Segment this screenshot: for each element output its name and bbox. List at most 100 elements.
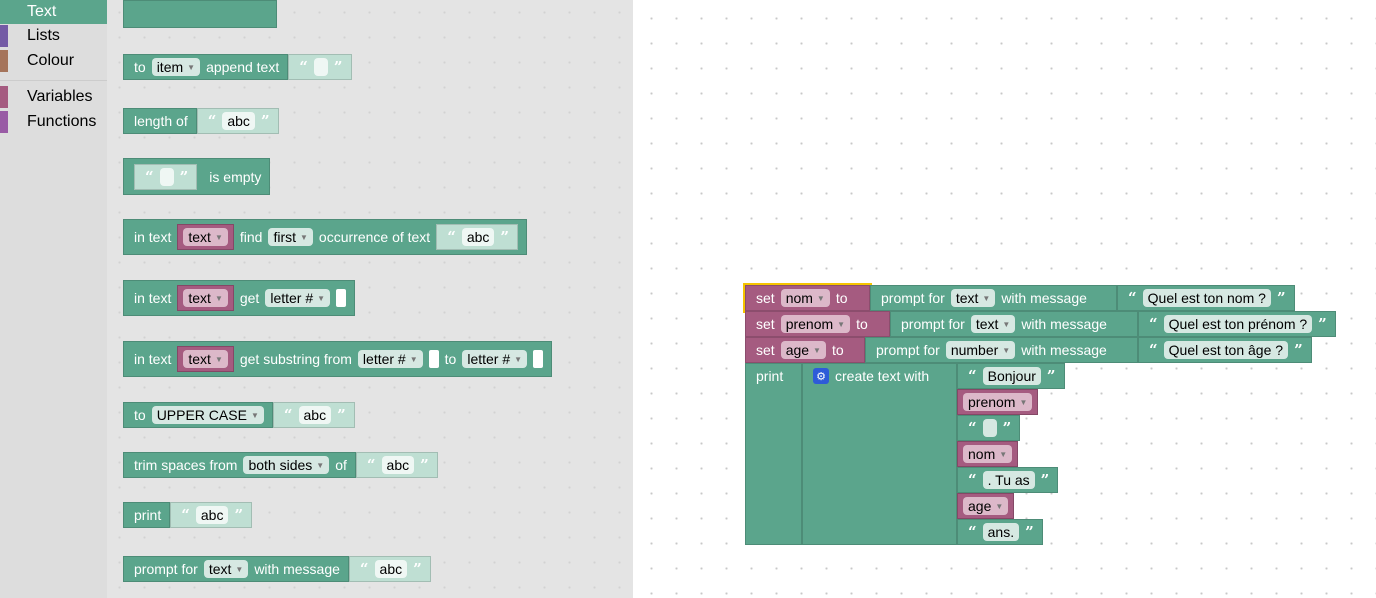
variable-block[interactable]: prenom ▼	[957, 389, 1039, 415]
block-print[interactable]: print “ abc ”	[123, 502, 253, 528]
close-quote-icon: ”	[420, 456, 429, 474]
sides-dropdown[interactable]: both sides ▼	[243, 456, 330, 474]
category-label: Functions	[27, 113, 97, 130]
mode-dropdown[interactable]: letter # ▼	[265, 289, 331, 307]
block-find-text[interactable]: in text text ▼ find first ▼ occurrence of text…	[123, 219, 528, 255]
var-dropdown[interactable]: item ▼	[151, 58, 201, 76]
label: create text with	[835, 368, 930, 384]
dropdown-arrow-icon: ▼	[982, 293, 991, 303]
text-block[interactable]: “ Quel est ton nom ? ”	[1117, 285, 1295, 311]
block-trim[interactable]: trim spaces from both sides ▼ of “ abc ”	[123, 452, 438, 478]
type-dropdown[interactable]: text ▼	[970, 315, 1016, 333]
text-field[interactable]	[982, 419, 997, 437]
label: with message	[1021, 316, 1107, 332]
workspace[interactable]: set nom ▼ to prompt for text ▼ with message “Q…	[633, 0, 1376, 598]
text-block[interactable]: “ . Tu as ”	[957, 467, 1059, 493]
category-variables[interactable]: Variables	[0, 85, 107, 109]
label: with message	[254, 561, 340, 577]
prompt-block[interactable]: prompt for text ▼ with message	[870, 285, 1117, 311]
text-field[interactable]: ans.	[982, 523, 1020, 541]
input-slot[interactable]	[336, 289, 347, 307]
open-quote-icon: “	[968, 419, 977, 437]
category-lists[interactable]: Lists	[0, 24, 107, 48]
dropdown-arrow-icon: ▼	[187, 62, 196, 72]
category-color	[0, 50, 8, 72]
mode-dropdown[interactable]: first ▼	[268, 228, 313, 246]
set-nom-block[interactable]: set nom ▼ to prompt for text ▼ with message “Q…	[743, 283, 1295, 313]
input-slot[interactable]	[533, 350, 544, 368]
text-field[interactable]: abc	[381, 456, 415, 474]
var-block[interactable]: text ▼	[177, 285, 234, 311]
label: to	[835, 290, 848, 306]
set-prenom-block[interactable]: set prenom ▼ to prompt for text ▼ with message…	[745, 311, 1336, 337]
block-change-case[interactable]: to UPPER CASE ▼ “ abc ”	[123, 402, 355, 428]
open-quote-icon: “	[145, 167, 154, 186]
var-dropdown[interactable]: age ▼	[780, 341, 826, 359]
type-dropdown[interactable]: text ▼	[950, 289, 996, 307]
to-dropdown[interactable]: letter # ▼	[462, 350, 528, 368]
type-value: text	[975, 316, 999, 332]
var-value: text	[188, 290, 211, 306]
var-block[interactable]: text ▼	[177, 346, 234, 372]
text-block[interactable]: “ Quel est ton prénom ? ”	[1138, 311, 1336, 337]
text-field[interactable]	[313, 58, 328, 76]
dropdown-arrow-icon: ▼	[300, 232, 308, 242]
text-field[interactable]: abc	[298, 406, 332, 424]
open-quote-icon: “	[447, 228, 456, 246]
text-field[interactable]: abc	[195, 506, 229, 524]
text-field[interactable]: abc	[222, 112, 255, 130]
block-is-empty[interactable]: “” is empty	[123, 158, 271, 195]
var-value: text	[188, 351, 211, 367]
type-dropdown[interactable]: number ▼	[945, 341, 1016, 359]
type-dropdown[interactable]: text ▼	[203, 560, 249, 578]
print-block[interactable]: print	[745, 363, 802, 545]
text-field[interactable]: abc	[374, 560, 408, 578]
text-shadow: “”	[134, 163, 198, 190]
close-quote-icon: ”	[1002, 419, 1012, 437]
dropdown-arrow-icon: ▼	[514, 354, 523, 364]
prompt-block[interactable]: prompt for text ▼ with message	[890, 311, 1138, 337]
text-field[interactable]: Quel est ton âge ?	[1163, 341, 1289, 359]
open-quote-icon: “	[1149, 341, 1158, 359]
category-colour[interactable]: Colour	[0, 49, 107, 73]
label: set	[756, 290, 775, 306]
text-field[interactable]: abc	[461, 228, 495, 246]
var-dropdown[interactable]: nom ▼	[780, 289, 830, 307]
block-partial[interactable]	[123, 0, 277, 28]
text-field[interactable]	[159, 167, 174, 186]
block-get-letter[interactable]: in text text ▼ get letter # ▼	[123, 280, 356, 316]
text-shadow: “”	[288, 54, 352, 80]
variable-block[interactable]: nom ▼	[957, 441, 1019, 467]
text-field[interactable]: Quel est ton prénom ?	[1163, 315, 1313, 333]
block-get-substring[interactable]: in text text ▼ get substring from letter # ▼ t…	[123, 341, 553, 377]
text-block[interactable]: “ Bonjour ”	[957, 363, 1065, 389]
gear-icon[interactable]: ⚙	[813, 368, 829, 384]
case-dropdown[interactable]: UPPER CASE ▼	[151, 406, 264, 424]
prompt-block[interactable]: prompt for number ▼ with message	[865, 337, 1138, 363]
label: prompt for	[901, 316, 965, 332]
var-dropdown[interactable]: prenom ▼	[780, 315, 851, 333]
text-block[interactable]: “ Quel est ton âge ? ”	[1138, 337, 1312, 363]
text-field[interactable]: Quel est ton nom ?	[1142, 289, 1271, 307]
input-slot[interactable]	[428, 350, 439, 368]
var-value: item	[156, 59, 184, 75]
label: prompt for	[134, 561, 198, 577]
create-text-block[interactable]: ⚙ create text with	[802, 363, 957, 545]
block-append-text[interactable]: to item ▼ append text “”	[123, 54, 352, 80]
text-field[interactable]: Bonjour	[982, 367, 1041, 385]
text-field[interactable]: . Tu as	[982, 471, 1035, 489]
label: append text	[206, 59, 280, 75]
block-length-of[interactable]: length of “ abc ”	[123, 108, 279, 134]
block-prompt[interactable]: prompt for text ▼ with message “ abc ”	[123, 556, 431, 582]
from-dropdown[interactable]: letter # ▼	[357, 350, 423, 368]
close-quote-icon: ”	[1040, 471, 1050, 489]
category-functions[interactable]: Functions	[0, 110, 107, 134]
open-quote-icon: “	[968, 523, 977, 541]
set-age-block[interactable]: set age ▼ to prompt for number ▼ with message …	[745, 337, 1312, 363]
category-text[interactable]: Text	[0, 0, 107, 24]
variable-block[interactable]: age ▼	[957, 493, 1015, 519]
var-block[interactable]: text ▼	[177, 224, 234, 250]
text-block[interactable]: “ ans. ”	[957, 519, 1043, 545]
dropdown-arrow-icon: ▼	[813, 345, 821, 355]
text-block[interactable]: “”	[957, 415, 1021, 441]
